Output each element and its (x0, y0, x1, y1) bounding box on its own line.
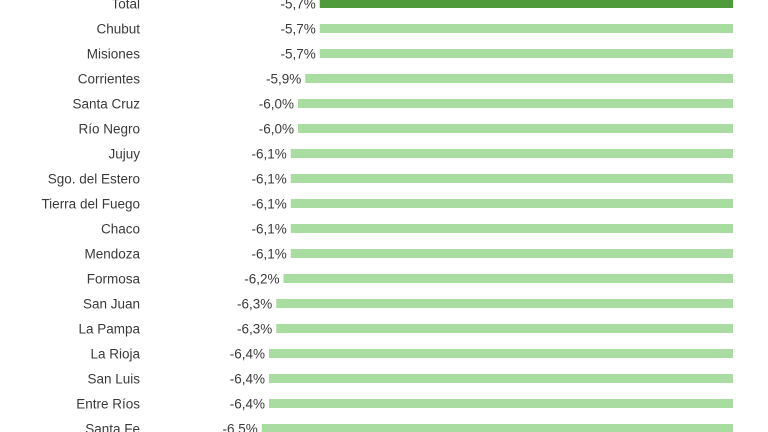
category-label: Chubut (96, 22, 140, 37)
bar (261, 424, 733, 432)
bar (290, 224, 733, 233)
bar (290, 199, 733, 208)
value-label: -6,0% (259, 122, 294, 137)
category-label: San Luis (87, 372, 140, 387)
value-label: -6,1% (251, 197, 286, 212)
bar (319, 49, 733, 58)
category-label: Sgo. del Estero (48, 172, 140, 187)
category-label: Misiones (87, 47, 141, 62)
bar (319, 0, 733, 8)
value-label: -6,4% (230, 347, 265, 362)
category-label: Total (111, 0, 140, 12)
value-label: -6,1% (251, 247, 286, 262)
bar (305, 74, 733, 83)
category-label: San Juan (83, 297, 140, 312)
value-label: -6,3% (237, 322, 272, 337)
bar (269, 374, 733, 383)
category-label: Jujuy (108, 147, 140, 162)
bar (319, 24, 733, 33)
value-label: -5,7% (280, 22, 315, 37)
category-label: Río Negro (78, 122, 140, 137)
category-label: La Pampa (78, 322, 140, 337)
value-label: -6,1% (251, 222, 286, 237)
value-label: -6,5% (222, 422, 257, 432)
value-label: -6,4% (230, 397, 265, 412)
bar (290, 249, 733, 258)
value-label: -6,4% (230, 372, 265, 387)
bar (290, 174, 733, 183)
category-label: Entre Ríos (76, 397, 140, 412)
value-label: -6,3% (237, 297, 272, 312)
category-label: Mendoza (84, 247, 140, 262)
category-label: Corrientes (78, 72, 141, 87)
category-label: Santa Cruz (72, 97, 140, 112)
value-label: -6,2% (244, 272, 279, 287)
value-label: -5,7% (280, 0, 315, 12)
category-label: Tierra del Fuego (41, 197, 140, 212)
bar (290, 149, 733, 158)
category-label: Formosa (87, 272, 141, 287)
bar (276, 299, 733, 308)
value-label: -5,7% (280, 47, 315, 62)
category-label: La Rioja (90, 347, 140, 362)
value-label: -6,1% (251, 172, 286, 187)
value-label: -6,0% (259, 97, 294, 112)
bar (283, 274, 733, 283)
category-label: Santa Fe (85, 422, 140, 432)
bar (269, 349, 733, 358)
bar (298, 99, 733, 108)
value-label: -6,1% (251, 147, 286, 162)
bar (298, 124, 733, 133)
bar (276, 324, 733, 333)
category-label: Chaco (101, 222, 140, 237)
bar (269, 399, 733, 408)
value-label: -5,9% (266, 72, 301, 87)
